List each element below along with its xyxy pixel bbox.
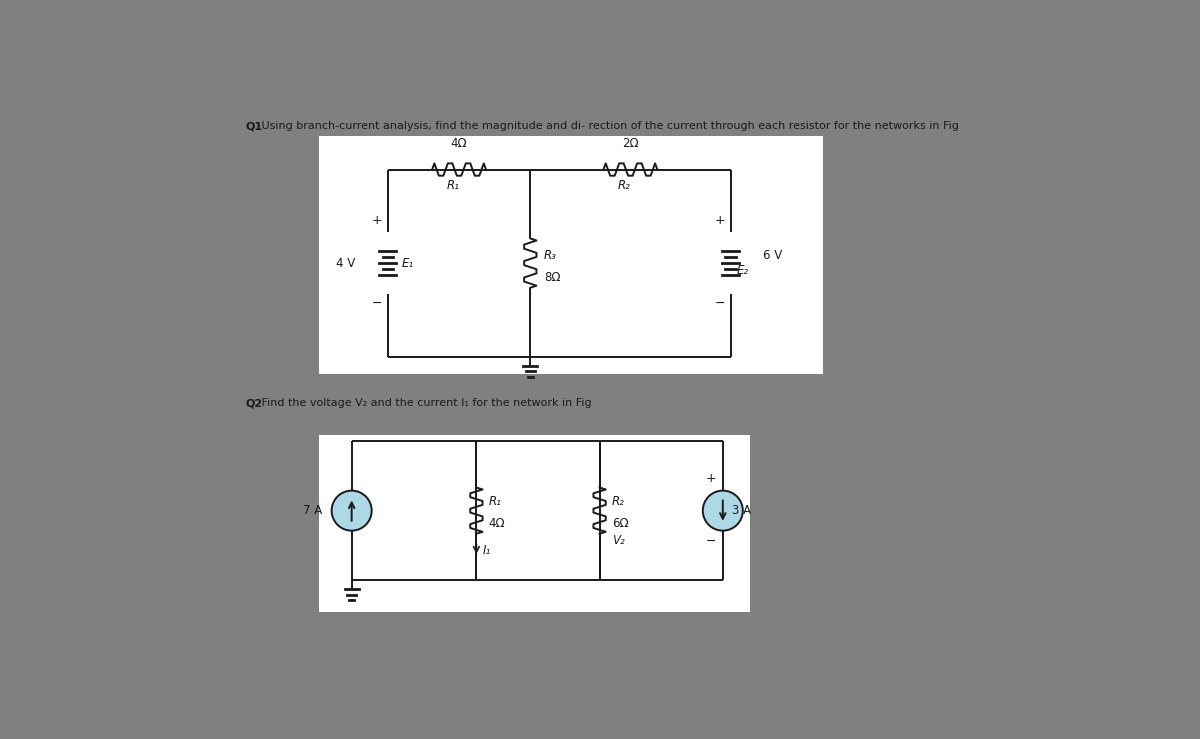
Text: R₁: R₁ [446,179,460,191]
Text: 3 A: 3 A [732,504,751,517]
Text: R₁: R₁ [488,495,502,508]
Text: 4Ω: 4Ω [451,137,467,150]
Text: Q2: Q2 [246,398,263,408]
Text: 8Ω: 8Ω [544,270,560,284]
Text: R₂: R₂ [612,495,625,508]
Text: 4 V: 4 V [336,256,355,270]
Bar [318,435,750,613]
Text: 6Ω: 6Ω [612,517,629,530]
Text: I₁: I₁ [482,544,491,557]
Text: 6 V: 6 V [763,249,782,262]
Text: E₁: E₁ [402,256,414,270]
Text: R₃: R₃ [544,249,557,262]
Bar [318,137,823,374]
Text: Q1: Q1 [246,121,263,131]
Text: R₂: R₂ [618,179,631,191]
Text: +: + [714,214,725,227]
Text: −: − [372,296,383,310]
Circle shape [703,491,743,531]
Text: +: + [372,214,383,227]
Text: Find the voltage V₂ and the current I₁ for the network in Fig: Find the voltage V₂ and the current I₁ f… [258,398,592,408]
Text: V₂: V₂ [612,534,625,547]
Text: E₂: E₂ [737,265,749,277]
Text: +: + [706,471,715,485]
Text: −: − [714,296,725,310]
Text: 2Ω: 2Ω [622,137,638,150]
Text: 4Ω: 4Ω [488,517,505,530]
Text: 7 A: 7 A [304,504,323,517]
Text: Using branch-current analysis, find the magnitude and di- rection of the current: Using branch-current analysis, find the … [258,121,959,131]
Circle shape [331,491,372,531]
Text: −: − [706,535,715,548]
